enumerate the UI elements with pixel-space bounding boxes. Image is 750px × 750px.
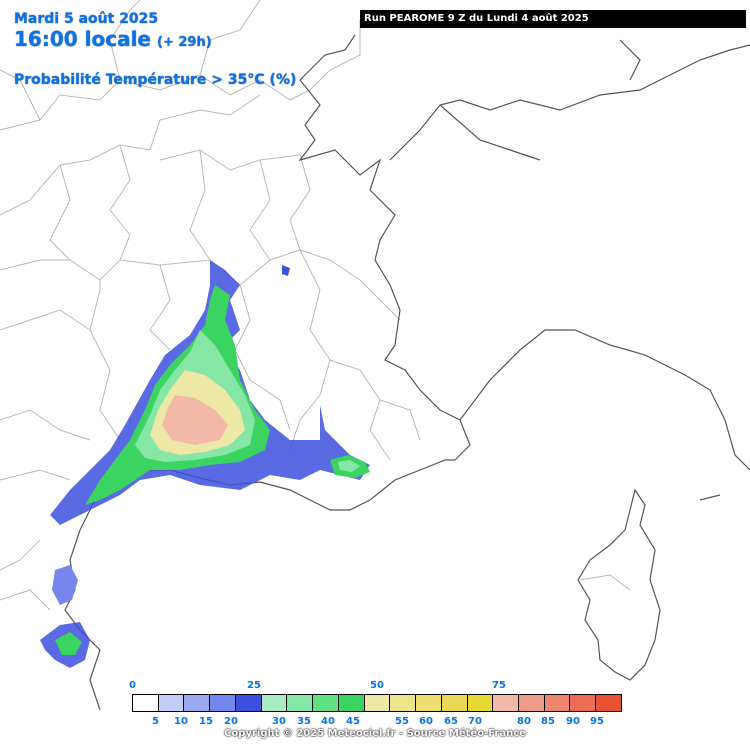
legend-color-cell	[210, 695, 236, 711]
legend-color-cell	[261, 695, 288, 711]
legend-minor-label: 55	[395, 716, 409, 727]
legend-color-cell	[364, 695, 391, 711]
product-title: Probabilité Température > 35°C (%)	[14, 72, 297, 88]
legend-minor-label: 45	[346, 716, 360, 727]
forecast-date: Mardi 5 août 2025	[14, 11, 159, 27]
legend-major-label: 75	[492, 680, 506, 691]
legend-minor-label: 40	[321, 716, 335, 727]
legend-minor-label: 20	[224, 716, 238, 727]
legend-minor-label: 60	[419, 716, 433, 727]
legend-color-cell	[570, 695, 597, 711]
legend-minor-label: 90	[566, 716, 580, 727]
field-orange	[162, 395, 228, 445]
legend-color-cell	[133, 695, 159, 711]
forecast-title: Mardi 5 août 2025 16:00 locale (+ 29h)	[14, 12, 212, 50]
copyright: Copyright © 2025 Meteociel.fr - Source M…	[224, 728, 526, 739]
legend-color-cell	[390, 695, 417, 711]
legend-color-cell	[493, 695, 520, 711]
legend-minor-label: 70	[468, 716, 482, 727]
legend-color-cell	[596, 695, 621, 711]
legend-minor-label: 35	[297, 716, 311, 727]
legend-color-cell	[235, 695, 262, 711]
legend-minor-label: 30	[272, 716, 286, 727]
legend-bar	[132, 694, 622, 712]
legend-color-cell	[416, 695, 442, 711]
legend-minor-label: 80	[517, 716, 531, 727]
legend-color-cell	[467, 695, 494, 711]
legend-minor-label: 15	[199, 716, 213, 727]
legend-major-label: 50	[370, 680, 384, 691]
legend-color-cell	[313, 695, 339, 711]
field-east-patch-core	[338, 460, 360, 472]
legend-major-label: 25	[247, 680, 261, 691]
legend-color-cell	[287, 695, 314, 711]
legend-color-cell	[338, 695, 365, 711]
legend-color-cell	[158, 695, 185, 711]
department-borders	[0, 0, 631, 611]
legend-minor-label: 85	[541, 716, 555, 727]
color-legend: 0 25 50 75 5 10 15 20 30 35 40 45 55 60 …	[129, 680, 622, 727]
legend-minor-label: 65	[444, 716, 458, 727]
probability-field	[40, 260, 370, 668]
legend-minor-label: 95	[590, 716, 604, 727]
forecast-time: 16:00 locale (+ 29h)	[14, 26, 212, 51]
legend-color-cell	[184, 695, 211, 711]
field-south-coast	[52, 565, 78, 605]
legend-color-cell	[544, 695, 571, 711]
legend-color-cell	[519, 695, 545, 711]
legend-major-label: 0	[129, 680, 136, 691]
field-catalonia-core	[55, 632, 82, 655]
forecast-lead: (+ 29h)	[157, 34, 212, 50]
field-spot	[282, 265, 290, 276]
legend-minor-label: 10	[174, 716, 188, 727]
legend-color-cell	[441, 695, 468, 711]
legend-minor-label: 5	[152, 716, 159, 727]
forecast-time-text: 16:00 locale	[14, 26, 151, 51]
run-banner: Run PEAROME 9 Z du Lundi 4 août 2025	[360, 10, 746, 28]
